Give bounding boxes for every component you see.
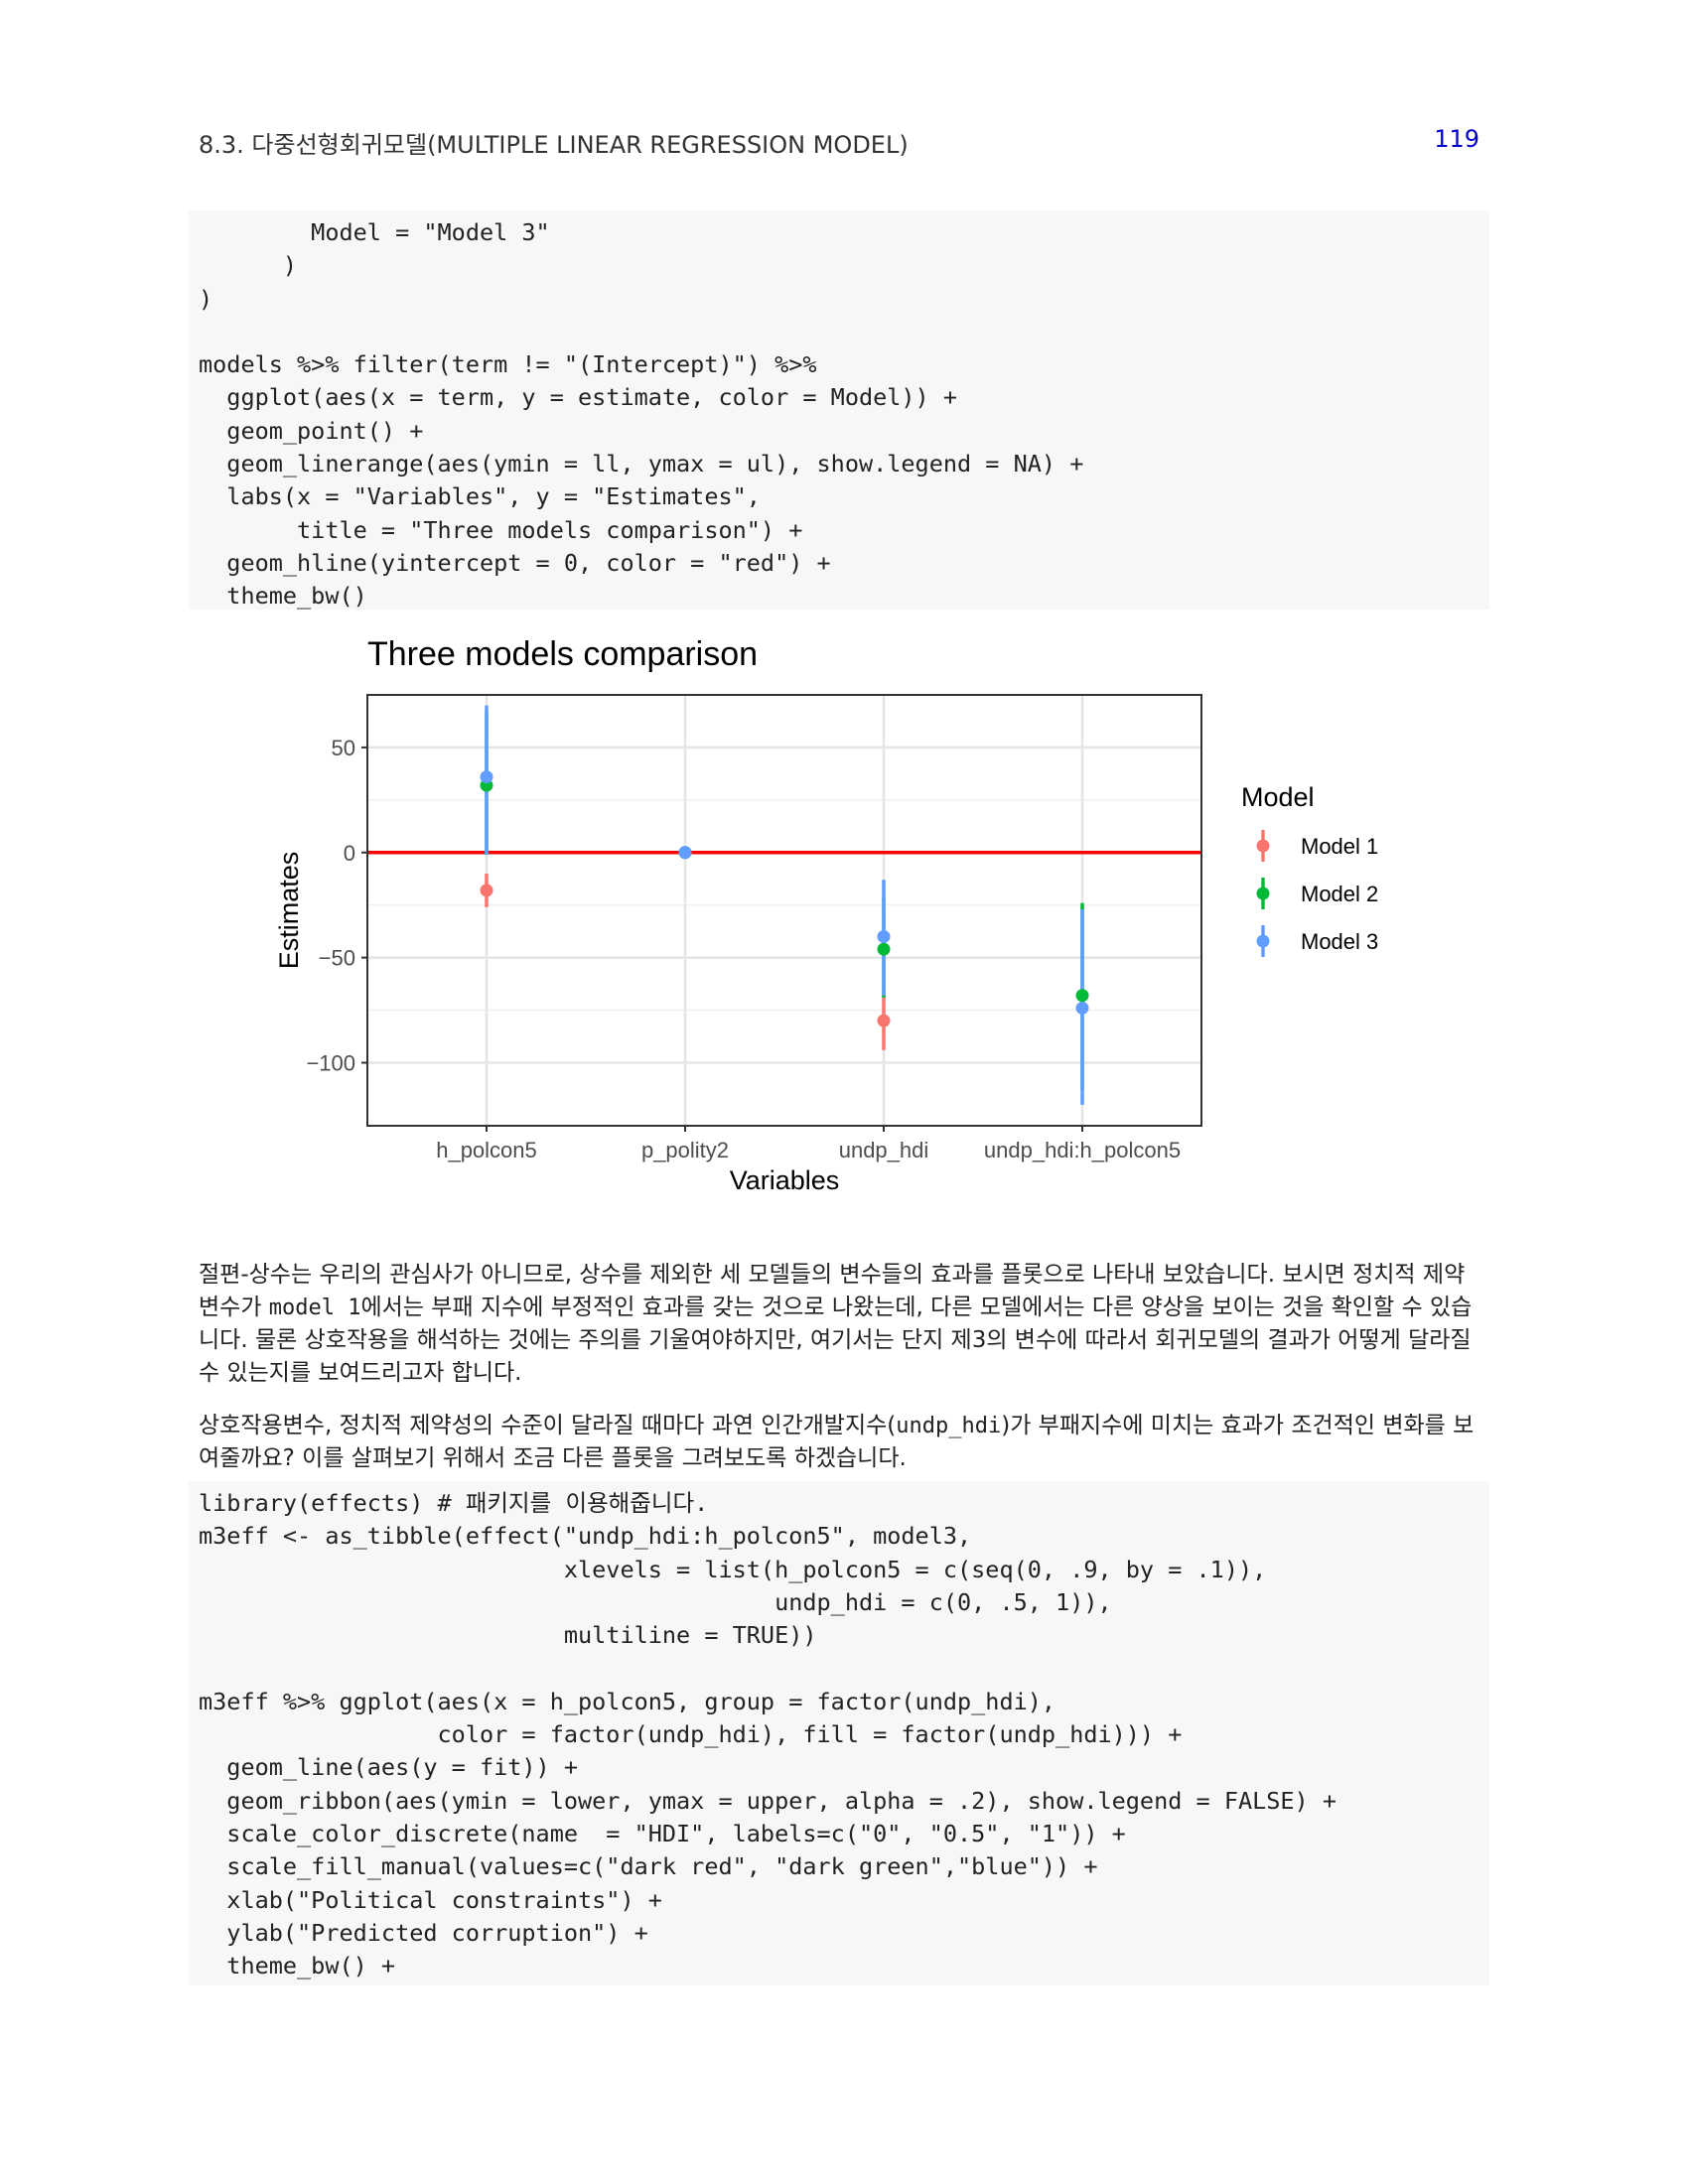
y-tick-label: 0 [344,841,355,866]
code-line: scale_fill_manual(values=c("dark red", "… [199,1852,1098,1881]
code-line: labs(x = "Variables", y = "Estimates", [199,482,761,511]
code-line: scale_color_discrete(name = "HDI", label… [199,1819,1126,1847]
legend-key-point [1256,887,1270,900]
code-line: models %>% filter(term != "(Intercept)")… [199,350,817,379]
x-tick-label: p_polity2 [641,1138,729,1162]
data-point [678,846,692,860]
code-line: ggplot(aes(x = term, y = estimate, color… [199,383,958,412]
paragraph-1: 절편-상수는 우리의 관심사가 아니므로, 상수를 제외한 세 모델들의 변수들… [199,1262,1473,1386]
code-line: geom_line(aes(y = fit)) + [199,1753,579,1782]
code-line: xlevels = list(h_polcon5 = c(seq(0, .9, … [199,1555,1267,1583]
legend-label: Model 2 [1301,882,1378,906]
legend-key-point [1256,839,1270,853]
data-point [877,929,891,943]
code-line: xlab("Political constraints") + [199,1885,662,1914]
code-text: library(effects) # 패키지를 이용해줍니다. m3eff <-… [199,1487,1489,1982]
data-point [1075,1001,1089,1015]
chart-title: Three models comparison [367,635,758,673]
code-line: ylab("Predicted corruption") + [199,1918,648,1947]
code-text: Model = "Model 3" ) ) models %>% filter(… [199,216,1489,614]
code-block-effects: library(effects) # 패키지를 이용해줍니다. m3eff <-… [189,1481,1489,1985]
inline-code: model 1 [268,1296,361,1320]
code-line: ) [199,284,213,313]
code-line: geom_linerange(aes(ymin = ll, ymax = ul)… [199,450,1084,478]
code-line: Model = "Model 3" [199,218,550,246]
x-tick-label: undp_hdi:h_polcon5 [984,1138,1181,1162]
paragraph-2: 상호작용변수, 정치적 제약성의 수준이 달라질 때마다 과연 인간개발지수(u… [199,1413,1475,1471]
code-line: undp_hdi = c(0, .5, 1)), [199,1587,1112,1616]
x-tick-label: h_polcon5 [436,1138,537,1162]
data-point [1075,989,1089,1003]
data-point [480,884,493,897]
code-line: m3eff %>% ggplot(aes(x = h_polcon5, grou… [199,1687,1056,1715]
coefficient-plot: Three models comparison 50 0 −50 −100 h_polco… [274,635,1378,1195]
legend-label: Model 1 [1301,834,1378,859]
data-point [480,770,493,784]
inline-code: undp_hdi [896,1414,1002,1438]
y-axis-label: Estimates [274,852,304,970]
code-line: title = "Three models comparison") + [199,515,803,544]
code-line: color = factor(undp_hdi), fill = factor(… [199,1720,1183,1749]
code-line: multiline = TRUE)) [199,1621,817,1650]
x-tick-label: undp_hdi [839,1138,929,1162]
legend-label: Model 3 [1301,929,1378,954]
code-line: geom_point() + [199,416,424,445]
y-tick-label: −100 [306,1050,355,1075]
data-point [877,942,891,956]
code-line: ) [199,251,298,280]
y-tick-label: −50 [319,946,355,971]
code-line: geom_hline(yintercept = 0, color = "red"… [199,548,831,577]
code-line: theme_bw() + [199,1952,396,1980]
y-tick-label: 50 [332,736,355,760]
legend-title: Model [1241,782,1315,812]
section-title: 8.3. 다중선형회귀모델(MULTIPLE LINEAR REGRESSION… [199,131,909,159]
code-block-plot: Model = "Model 3" ) ) models %>% filter(… [189,210,1489,610]
code-line: theme_bw() [199,582,367,611]
panel-border [366,694,1202,1127]
x-axis-label: Variables [730,1165,840,1195]
page-header: 8.3. 다중선형회귀모델(MULTIPLE LINEAR REGRESSION… [199,125,1479,160]
page-number: 119 [1434,125,1479,153]
plot-panel [367,695,1201,1126]
legend-key-point [1256,934,1270,948]
data-point [877,1014,891,1027]
code-line: library(effects) # 패키지를 이용해줍니다. [199,1489,709,1517]
code-line: geom_ribbon(aes(ymin = lower, ymax = upp… [199,1786,1337,1815]
code-line: m3eff <- as_tibble(effect("undp_hdi:h_po… [199,1522,972,1551]
